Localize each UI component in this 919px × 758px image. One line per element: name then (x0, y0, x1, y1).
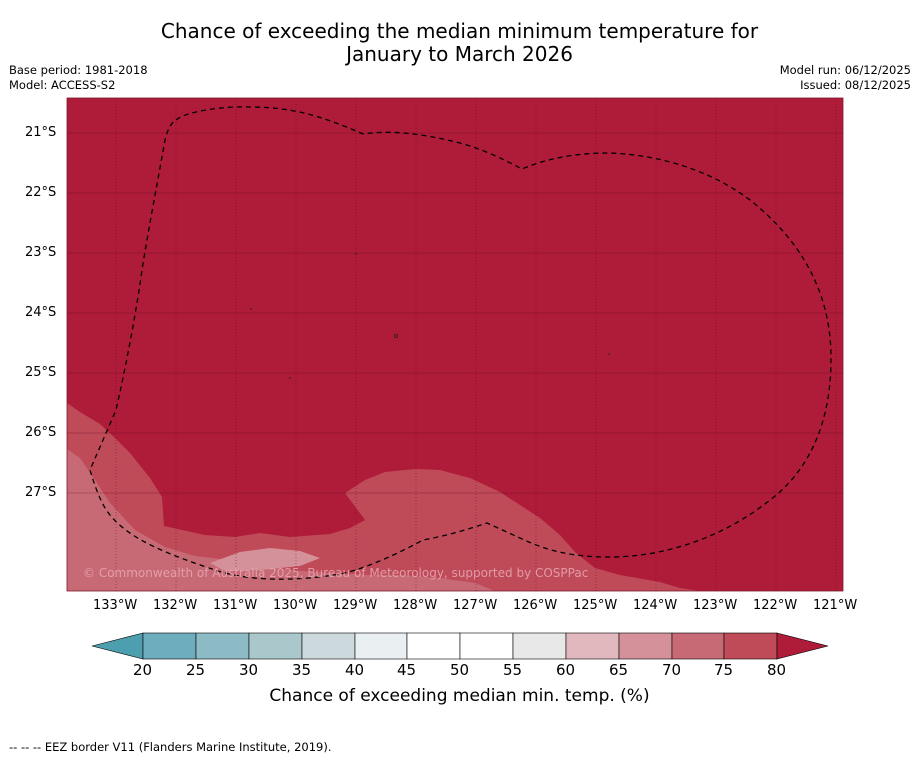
lon-label: 130°W (273, 598, 318, 613)
colorbar-tick: 50 (450, 661, 470, 679)
colorbar-bin-20-25 (142, 632, 197, 660)
lon-label: 132°W (153, 598, 198, 613)
colorbar-bin-45-50 (406, 632, 461, 660)
colorbar-tick: 55 (503, 661, 523, 679)
colorbar-arrow-low (91, 632, 144, 660)
map-frame (66, 97, 844, 592)
colorbar-bin-30-35 (248, 632, 303, 660)
colorbar-tick: 75 (714, 661, 734, 679)
lat-label: 21°S (25, 125, 57, 140)
lat-label: 24°S (25, 305, 57, 320)
colorbar-tick: 70 (662, 661, 682, 679)
colorbar-label: Chance of exceeding median min. temp. (%… (269, 686, 650, 706)
colorbar-tick: 80 (767, 661, 787, 679)
colorbar-tick: 30 (239, 661, 259, 679)
colorbar-bin-75-80 (723, 632, 778, 660)
colorbar-bin-50-55 (459, 632, 514, 660)
colorbar-arrow-high (776, 632, 829, 660)
colorbar-bin-40-45 (354, 632, 408, 660)
colorbar-tick: 25 (186, 661, 206, 679)
map-plot-area: © Commonwealth of Australia 2025, Bureau… (67, 98, 843, 591)
colorbar-tick: 60 (556, 661, 576, 679)
lat-label: 26°S (25, 425, 57, 440)
lat-label: 25°S (25, 365, 57, 380)
colorbar-tick: 35 (292, 661, 312, 679)
colorbar (91, 632, 829, 660)
lon-label: 131°W (213, 598, 258, 613)
colorbar-tick: 65 (609, 661, 629, 679)
model-run-label: Model run: 06/12/2025 (779, 63, 911, 77)
map-title-line1: Chance of exceeding the median minimum t… (160, 19, 759, 43)
lat-label: 27°S (25, 485, 57, 500)
model-label: Model: ACCESS-S2 (9, 78, 116, 92)
colorbar-bin-35-40 (301, 632, 356, 660)
lon-label: 121°W (813, 598, 858, 613)
lon-label: 127°W (453, 598, 498, 613)
colorbar-tick: 45 (397, 661, 417, 679)
islands (250, 253, 610, 379)
lon-label: 133°W (93, 598, 138, 613)
lon-label: 128°W (393, 598, 438, 613)
fill-65-70 (210, 548, 320, 571)
colorbar-bin-65-70 (618, 632, 673, 660)
colorbar-tick: 40 (345, 661, 365, 679)
base-period-label: Base period: 1981-2018 (9, 63, 148, 77)
colorbar-bin-70-75 (671, 632, 725, 660)
lat-label: 23°S (25, 245, 57, 260)
colorbar-bin-60-65 (565, 632, 620, 660)
lon-label: 122°W (753, 598, 798, 613)
colorbar-bin-55-60 (512, 632, 567, 660)
lon-label: 125°W (573, 598, 618, 613)
map-title-line2: January to March 2026 (346, 42, 573, 66)
graticule (67, 98, 843, 591)
colorbar-tick: 20 (133, 661, 153, 679)
lon-label: 124°W (633, 598, 678, 613)
eez-legend: -- -- -- EEZ border V11 (Flanders Marine… (9, 740, 332, 754)
colorbar-bin-25-30 (195, 632, 250, 660)
lon-label: 129°W (333, 598, 378, 613)
copyright-text: © Commonwealth of Australia 2025, Bureau… (83, 566, 588, 580)
issued-label: Issued: 08/12/2025 (800, 78, 911, 92)
lat-label: 22°S (25, 185, 57, 200)
lon-label: 123°W (693, 598, 738, 613)
lon-label: 126°W (513, 598, 558, 613)
eez-border (89, 106, 832, 580)
fill-75-80 (67, 403, 700, 591)
